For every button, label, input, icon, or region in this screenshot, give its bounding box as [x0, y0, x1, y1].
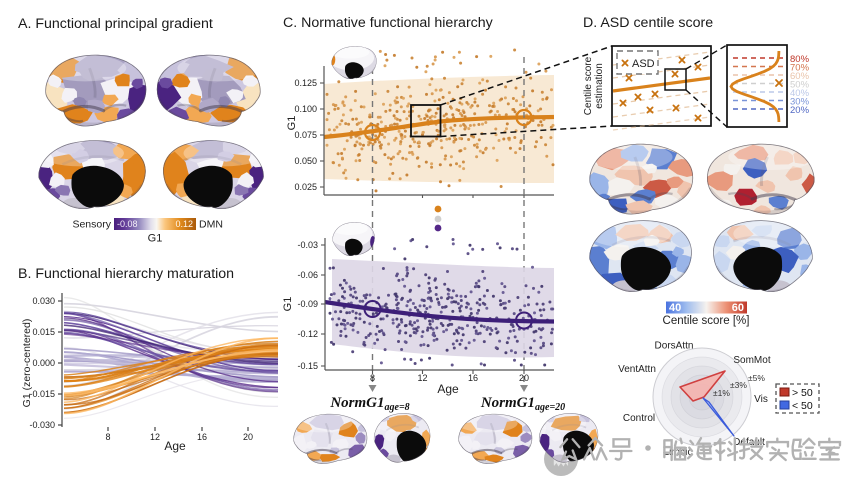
- svg-text:0.050: 0.050: [294, 156, 317, 166]
- svg-text:SomMot: SomMot: [733, 355, 770, 366]
- svg-text:20%: 20%: [790, 105, 810, 116]
- svg-text:0.025: 0.025: [294, 182, 317, 192]
- svg-text:-0.015: -0.015: [29, 389, 55, 399]
- svg-text:20: 20: [243, 432, 253, 442]
- svg-text:-0.12: -0.12: [297, 329, 318, 339]
- svg-text:-0.09: -0.09: [297, 299, 318, 309]
- svg-text:DMN: DMN: [199, 219, 223, 231]
- svg-text:G1: G1: [282, 297, 294, 312]
- svg-text:12: 12: [417, 373, 427, 383]
- svg-text:50%: 50%: [790, 80, 810, 91]
- svg-text:Centile score [%]: Centile score [%]: [663, 315, 750, 327]
- svg-text:G1: G1: [286, 116, 298, 131]
- svg-text:Age: Age: [437, 382, 459, 396]
- svg-text:DorsAttn: DorsAttn: [655, 341, 694, 352]
- svg-text:16: 16: [468, 373, 478, 383]
- svg-text:40%: 40%: [790, 88, 810, 99]
- svg-text:> 50: > 50: [792, 387, 813, 399]
- svg-text:A. Functional principal gradie: A. Functional principal gradient: [18, 16, 213, 32]
- svg-text:-0.03: -0.03: [297, 240, 318, 250]
- svg-text:±1%: ±1%: [713, 388, 730, 398]
- svg-text:30%: 30%: [790, 97, 810, 108]
- svg-text:8: 8: [370, 373, 375, 383]
- svg-text:16: 16: [197, 432, 207, 442]
- svg-text:±5%: ±5%: [748, 373, 765, 383]
- svg-text:0.075: 0.075: [294, 130, 317, 140]
- svg-text:8: 8: [105, 432, 110, 442]
- svg-text:< 50: < 50: [792, 400, 813, 412]
- svg-text:0.125: 0.125: [294, 78, 317, 88]
- svg-text:20: 20: [519, 373, 529, 383]
- svg-text:B. Functional hierarchy matura: B. Functional hierarchy maturation: [18, 266, 234, 282]
- svg-text:Default: Default: [733, 437, 765, 448]
- svg-text:70%: 70%: [790, 63, 810, 74]
- svg-text:-0.15: -0.15: [297, 361, 318, 371]
- svg-text:Vis: Vis: [754, 394, 768, 405]
- svg-text:estimation: estimation: [594, 63, 605, 109]
- svg-text:60: 60: [732, 302, 744, 314]
- svg-text:Age: Age: [164, 439, 186, 453]
- svg-text:0.000: 0.000: [32, 358, 55, 368]
- svg-text:0.015: 0.015: [32, 327, 55, 337]
- svg-text:60%: 60%: [790, 71, 810, 82]
- svg-text:Sensory: Sensory: [72, 219, 111, 231]
- svg-text:0.030: 0.030: [32, 296, 55, 306]
- svg-text:80%: 80%: [790, 54, 810, 65]
- svg-text:0.100: 0.100: [294, 104, 317, 114]
- svg-text:VentAttn: VentAttn: [618, 364, 656, 375]
- svg-text:0.12: 0.12: [175, 219, 193, 229]
- svg-text:12: 12: [150, 432, 160, 442]
- svg-text:C. Normative functional hierar: C. Normative functional hierarchy: [283, 15, 494, 31]
- svg-text:-0.08: -0.08: [117, 219, 138, 229]
- svg-text:Centile score: Centile score: [583, 56, 594, 115]
- svg-text:D. ASD centile score: D. ASD centile score: [583, 15, 713, 31]
- svg-text:±3%: ±3%: [730, 380, 747, 390]
- svg-text:40: 40: [669, 302, 681, 314]
- svg-text:-0.030: -0.030: [29, 420, 55, 430]
- svg-text:G1: G1: [148, 233, 163, 245]
- svg-text:G1 (zero-centered): G1 (zero-centered): [21, 319, 33, 408]
- svg-text:ASD: ASD: [632, 58, 655, 70]
- svg-text:Control: Control: [623, 413, 655, 424]
- svg-text:-0.06: -0.06: [297, 270, 318, 280]
